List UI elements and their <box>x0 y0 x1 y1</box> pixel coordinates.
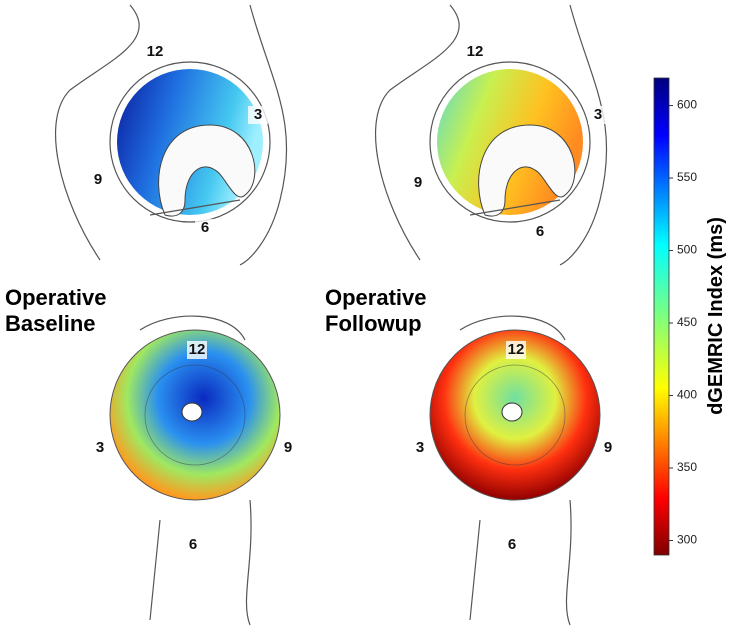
clock-label: 3 <box>416 439 424 456</box>
panel-label: Baseline <box>5 311 96 336</box>
clock-label-bg <box>145 43 165 61</box>
clock-label: 9 <box>284 439 292 456</box>
clock-label: 9 <box>94 171 102 188</box>
clock-label-bg <box>410 439 430 457</box>
clock-label-bg <box>530 223 550 241</box>
femur-followup <box>429 315 601 626</box>
clock-label-bg <box>408 174 428 192</box>
panel-label: Operative <box>5 285 107 310</box>
clock-label-bg <box>502 536 522 554</box>
panel-label: Followup <box>325 311 422 336</box>
clock-label-bg <box>248 106 268 124</box>
clock-label-bg <box>183 536 203 554</box>
clock-label-bg <box>88 171 108 189</box>
clock-label: 9 <box>604 439 612 456</box>
panel-label: Operative <box>325 285 427 310</box>
clock-label: 6 <box>508 536 516 553</box>
colorbar-title: dGEMRIC Index (ms) <box>705 217 727 415</box>
clock-label: 12 <box>467 43 484 60</box>
clock-label-bg <box>598 439 618 457</box>
clock-label: 12 <box>147 43 164 60</box>
clock-label-bg <box>90 439 110 457</box>
tick-label: 600 <box>677 98 697 112</box>
tick-label: 300 <box>677 533 697 547</box>
clock-label: 6 <box>201 219 209 236</box>
clock-label-bg <box>465 43 485 61</box>
clock-label-bg <box>506 341 526 359</box>
clock-label: 6 <box>189 536 197 553</box>
tick-label: 350 <box>677 460 697 474</box>
clock-label-bg <box>588 106 608 124</box>
clock-label: 12 <box>508 341 525 358</box>
clock-label-bg <box>278 439 298 457</box>
clock-label-bg <box>195 219 215 237</box>
femur-baseline <box>109 315 281 626</box>
clock-label: 3 <box>594 106 602 123</box>
clock-label: 9 <box>414 174 422 191</box>
tick-label: 550 <box>677 170 697 184</box>
clock-label: 12 <box>189 341 206 358</box>
clock-label: 3 <box>254 106 262 123</box>
colorbar <box>653 77 670 556</box>
acetabulum-followup <box>374 4 608 266</box>
clock-label-bg <box>187 341 207 359</box>
tick-label: 500 <box>677 243 697 257</box>
clock-label: 6 <box>536 223 544 240</box>
tick-label: 450 <box>677 315 697 329</box>
tick-label: 400 <box>677 388 697 402</box>
acetabulum-baseline <box>54 4 288 266</box>
clock-label: 3 <box>96 439 104 456</box>
